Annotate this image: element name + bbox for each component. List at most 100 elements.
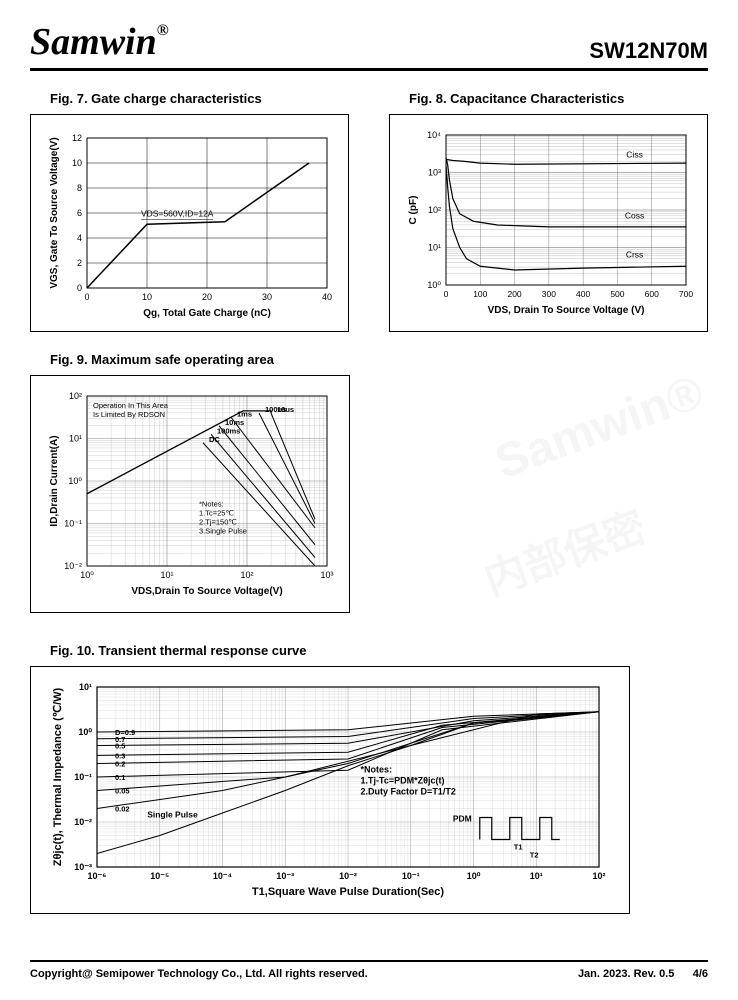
- svg-text:10⁻²: 10⁻²: [64, 561, 82, 571]
- svg-text:10²: 10²: [69, 391, 82, 401]
- svg-text:Single Pulse: Single Pulse: [147, 810, 198, 820]
- fig8-block: Fig. 8. Capacitance Characteristics 0 100…: [389, 91, 708, 332]
- fig10-svg: 10⁻⁶ 10⁻⁵ 10⁻⁴ 10⁻³ 10⁻² 10⁻¹ 10⁰ 10¹ 10² 10⁻³ 10⁻…: [39, 675, 619, 905]
- svg-text:*Notes:: *Notes:: [361, 765, 393, 775]
- svg-text:10⁻⁶: 10⁻⁶: [88, 871, 107, 881]
- svg-text:200: 200: [507, 289, 521, 299]
- fig8-svg: 010020030040050060070010⁰10¹10²10³10⁴Cis…: [398, 123, 698, 323]
- svg-text:0: 0: [444, 289, 449, 299]
- svg-text:Operation In This Area: Operation In This Area: [93, 401, 169, 410]
- part-number: SW12N70M: [589, 38, 708, 64]
- svg-text:10⁻⁵: 10⁻⁵: [150, 871, 169, 881]
- svg-text:10³: 10³: [320, 570, 333, 580]
- svg-text:10⁻³: 10⁻³: [276, 871, 294, 881]
- svg-text:*Notes:: *Notes:: [199, 500, 224, 509]
- svg-text:10²: 10²: [240, 570, 253, 580]
- svg-text:10³: 10³: [428, 168, 441, 178]
- svg-text:3.Single Pulse: 3.Single Pulse: [199, 527, 247, 536]
- svg-text:10⁰: 10⁰: [68, 476, 82, 486]
- svg-text:100us: 100us: [265, 405, 286, 414]
- svg-text:ID,Drain Current(A): ID,Drain Current(A): [49, 435, 60, 526]
- svg-text:10⁻⁴: 10⁻⁴: [213, 871, 232, 881]
- svg-text:100: 100: [473, 289, 487, 299]
- svg-text:Qg, Total Gate Charge (nC): Qg, Total Gate Charge (nC): [143, 308, 271, 319]
- svg-text:10⁻¹: 10⁻¹: [402, 871, 420, 881]
- fig7-chart: 010203040024681012VDS=560V,ID=12AQg, Tot…: [30, 114, 349, 332]
- svg-text:0.02: 0.02: [115, 805, 130, 814]
- svg-text:0.05: 0.05: [115, 787, 130, 796]
- svg-text:300: 300: [542, 289, 556, 299]
- svg-text:VDS,Drain To Source Voltage(V): VDS,Drain To Source Voltage(V): [131, 586, 282, 597]
- svg-text:30: 30: [262, 292, 272, 302]
- fig9-svg: 10⁰10¹10²10³10⁻²10⁻¹10⁰10¹10²10us100us1m…: [39, 384, 339, 604]
- svg-text:10¹: 10¹: [428, 243, 441, 253]
- svg-text:2: 2: [77, 258, 82, 268]
- svg-text:20: 20: [202, 292, 212, 302]
- svg-text:400: 400: [576, 289, 590, 299]
- registered-mark: ®: [157, 22, 169, 39]
- svg-text:Coss: Coss: [625, 210, 644, 220]
- fig9-chart: 10⁰10¹10²10³10⁻²10⁻¹10⁰10¹10²10us100us1m…: [30, 375, 350, 613]
- svg-text:40: 40: [322, 292, 332, 302]
- fig9-title: Fig. 9. Maximum safe operating area: [50, 352, 708, 367]
- svg-text:2.Duty Factor D=T1/T2: 2.Duty Factor D=T1/T2: [361, 787, 456, 797]
- svg-text:10: 10: [72, 158, 82, 168]
- svg-text:8: 8: [77, 183, 82, 193]
- svg-text:10⁰: 10⁰: [467, 871, 481, 881]
- svg-text:PDM: PDM: [453, 814, 472, 824]
- svg-text:Is Limited By RDSON: Is Limited By RDSON: [93, 410, 165, 419]
- page-num: 4/6: [693, 968, 708, 980]
- svg-text:4: 4: [77, 233, 82, 243]
- fig7-block: Fig. 7. Gate charge characteristics 0 10 2…: [30, 91, 349, 332]
- copyright: Copyright@ Semipower Technology Co., Ltd…: [30, 968, 368, 980]
- svg-text:10¹: 10¹: [79, 682, 92, 692]
- svg-text:500: 500: [610, 289, 624, 299]
- fig9-block: Fig. 9. Maximum safe operating area 10⁰1…: [30, 352, 708, 613]
- svg-text:Crss: Crss: [626, 250, 643, 260]
- fig10-chart: 10⁻⁶ 10⁻⁵ 10⁻⁴ 10⁻³ 10⁻² 10⁻¹ 10⁰ 10¹ 10² 10⁻³ 10⁻…: [30, 666, 630, 914]
- svg-text:Ciss: Ciss: [626, 149, 643, 159]
- svg-text:10⁻³: 10⁻³: [74, 862, 92, 872]
- svg-text:VDS, Drain To Source Voltage (: VDS, Drain To Source Voltage (V): [488, 305, 645, 316]
- svg-text:10⁰: 10⁰: [80, 570, 94, 580]
- svg-text:10⁰: 10⁰: [78, 727, 92, 737]
- svg-text:10⁰: 10⁰: [427, 280, 441, 290]
- figure-row-1: Fig. 7. Gate charge characteristics 0 10 2…: [30, 91, 708, 332]
- svg-text:1.Tc=25℃: 1.Tc=25℃: [199, 509, 234, 518]
- svg-text:0.5: 0.5: [115, 742, 125, 751]
- fig7-title: Fig. 7. Gate charge characteristics: [50, 91, 349, 106]
- svg-text:10⁻¹: 10⁻¹: [74, 772, 92, 782]
- svg-text:10⁻²: 10⁻²: [74, 817, 92, 827]
- svg-text:10⁴: 10⁴: [427, 130, 441, 140]
- svg-text:600: 600: [645, 289, 659, 299]
- svg-text:DC: DC: [209, 435, 220, 444]
- svg-text:10²: 10²: [592, 871, 605, 881]
- svg-text:C (pF): C (pF): [408, 196, 419, 225]
- svg-text:10: 10: [142, 292, 152, 302]
- fig8-title: Fig. 8. Capacitance Characteristics: [409, 91, 708, 106]
- fig8-chart: 010020030040050060070010⁰10¹10²10³10⁴Cis…: [389, 114, 708, 332]
- svg-text:2.Tj=150℃: 2.Tj=150℃: [199, 518, 237, 527]
- svg-text:T1,Square Wave Pulse Duration(: T1,Square Wave Pulse Duration(Sec): [252, 886, 444, 898]
- svg-text:6: 6: [77, 208, 82, 218]
- svg-text:10⁻²: 10⁻²: [339, 871, 357, 881]
- svg-text:10⁻¹: 10⁻¹: [64, 519, 82, 529]
- fig7-svg: 010203040024681012VDS=560V,ID=12AQg, Tot…: [39, 123, 339, 323]
- svg-text:Zθjc(t), Thermal Impedance (℃/: Zθjc(t), Thermal Impedance (℃/W): [52, 687, 64, 866]
- svg-text:T1: T1: [514, 843, 523, 852]
- svg-text:12: 12: [72, 133, 82, 143]
- footer: Copyright@ Semipower Technology Co., Ltd…: [30, 960, 708, 980]
- svg-text:0: 0: [77, 283, 82, 293]
- svg-text:0: 0: [84, 292, 89, 302]
- svg-text:10²: 10²: [428, 205, 441, 215]
- brand-logo: Samwin®: [30, 20, 169, 64]
- fig10-block: Fig. 10. Transient thermal response curv…: [30, 643, 708, 914]
- svg-text:0.2: 0.2: [115, 760, 125, 769]
- svg-text:10¹: 10¹: [160, 570, 173, 580]
- svg-text:VGS, Gate To Source Voltage(V: VGS, Gate To Source Voltage(V): [49, 137, 60, 288]
- date-rev: Jan. 2023. Rev. 0.5: [578, 968, 674, 980]
- svg-text:10¹: 10¹: [530, 871, 543, 881]
- header: Samwin® SW12N70M: [30, 20, 708, 71]
- svg-text:T2: T2: [530, 851, 539, 860]
- fig10-title: Fig. 10. Transient thermal response curv…: [50, 643, 708, 658]
